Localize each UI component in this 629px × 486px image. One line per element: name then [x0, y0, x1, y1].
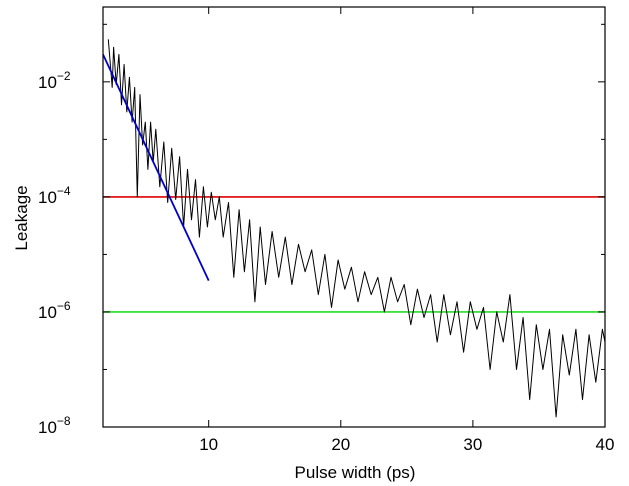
- y-tick-base: 10: [38, 73, 57, 92]
- y-tick-base: 10: [38, 418, 57, 437]
- y-tick-exponent: −8: [57, 414, 71, 428]
- y-tick-label-2: 10−6: [38, 299, 71, 322]
- y-tick-label-3: 10−4: [38, 184, 71, 207]
- y-tick-exponent: −2: [57, 69, 71, 83]
- x-tick-label-20: 20: [331, 435, 350, 454]
- y-tick-exponent: −6: [57, 299, 71, 313]
- x-tick-label-30: 30: [463, 435, 482, 454]
- y-axis-label: Leakage: [12, 185, 31, 250]
- series-leakage-line: [107, 39, 605, 418]
- y-tick-base: 10: [38, 188, 57, 207]
- y-tick-label-1: 10−8: [38, 414, 71, 437]
- x-tick-label-10: 10: [199, 435, 218, 454]
- x-tick-label-40: 40: [596, 435, 615, 454]
- axis-ticks: [103, 7, 606, 428]
- series-fit-line: [103, 54, 210, 281]
- plot-area: [102, 6, 606, 428]
- y-tick-label-4: 10−2: [38, 69, 71, 92]
- plot-frame: [102, 6, 606, 428]
- y-tick-base: 10: [38, 303, 57, 322]
- x-axis-label: Pulse width (ps): [295, 463, 416, 482]
- y-tick-exponent: −4: [57, 184, 71, 198]
